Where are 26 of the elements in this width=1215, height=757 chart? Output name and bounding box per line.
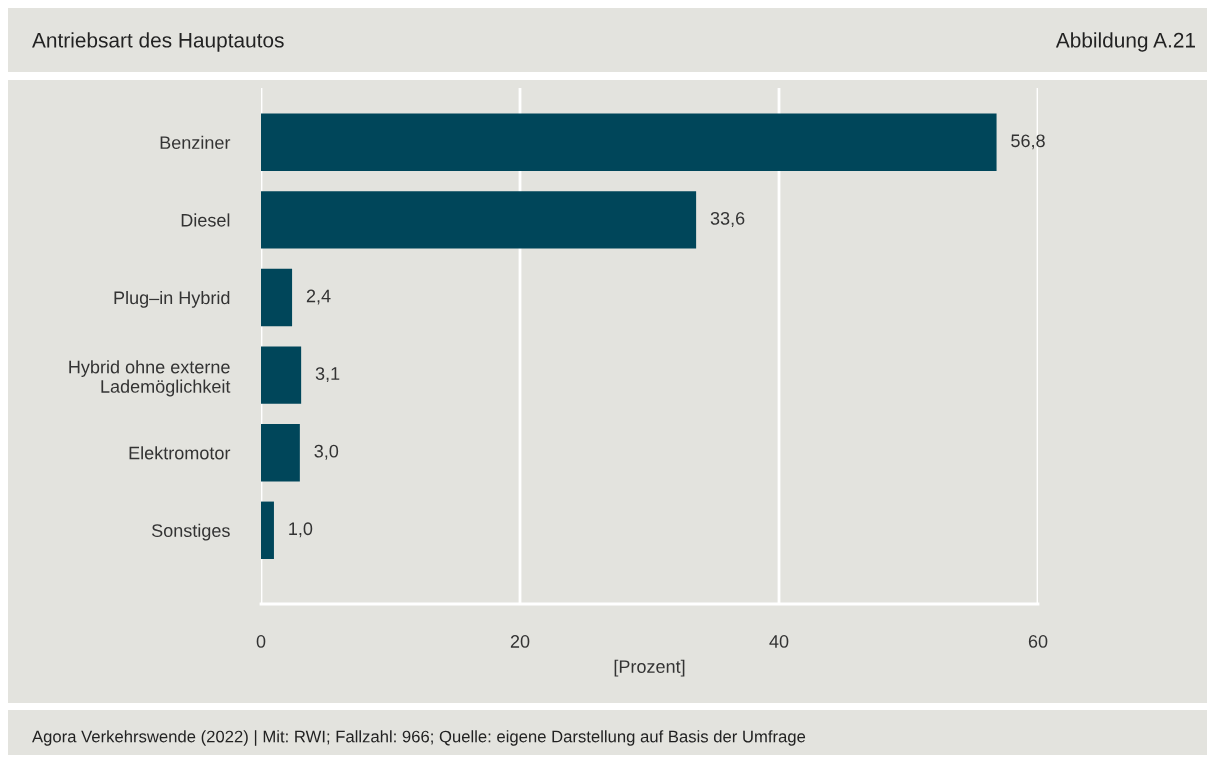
bar bbox=[261, 268, 293, 327]
y-tick-label: Benziner bbox=[160, 135, 231, 150]
data-label: 56,8 bbox=[1011, 134, 1045, 150]
y-tick-label: Elektromotor bbox=[129, 446, 231, 460]
x-tick-label: 40 bbox=[769, 635, 789, 648]
y-tick-label: Plug–in Hybrid bbox=[114, 290, 230, 308]
y-tick-label: Sonstiges bbox=[151, 523, 230, 541]
y-tick-label: Diesel bbox=[181, 213, 230, 227]
x-tick-label: 0 bbox=[256, 635, 266, 648]
x-tick-label: 60 bbox=[1028, 635, 1048, 648]
data-label: 3,0 bbox=[314, 444, 339, 460]
data-label: 3,1 bbox=[315, 367, 340, 383]
bar bbox=[261, 423, 300, 482]
y-tick-label: Hybrid ohne externe Lademöglichkeit bbox=[69, 360, 231, 397]
x-tick-label: 20 bbox=[510, 635, 530, 648]
data-label: 33,6 bbox=[710, 211, 745, 227]
bar bbox=[261, 113, 997, 172]
data-label: 1,0 bbox=[289, 522, 313, 538]
chart-title: Antriebsart des Hauptautos bbox=[32, 32, 284, 52]
bar bbox=[261, 191, 697, 249]
bar bbox=[261, 501, 274, 559]
x-axis-title: [Prozent] bbox=[614, 659, 685, 677]
bar bbox=[261, 346, 302, 404]
text: Agora Verkehrswende (2022) | Mit: RWI; Fallzahl: 966; Quelle: eigene Darstellung auf Basis der Umfrage bbox=[32, 730, 806, 746]
text: Abbildung A.21 bbox=[1055, 32, 1195, 52]
data-label: 2,4 bbox=[306, 289, 331, 305]
